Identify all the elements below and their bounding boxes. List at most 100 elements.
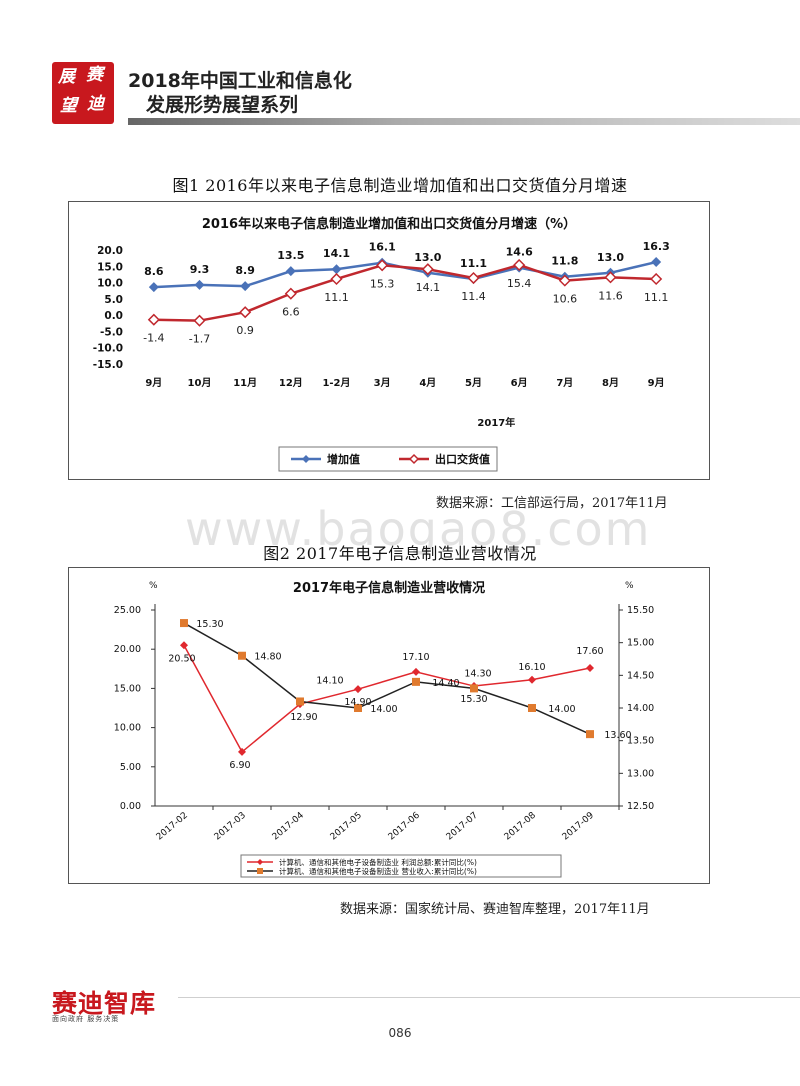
figure2-chart: 2017年电子信息制造业营收情况% % 25.00 20.00 15.00 10.00 5.… [114, 580, 654, 878]
chart2-x-tick: 2017-08 [503, 810, 538, 842]
chart2-point-revenue [354, 704, 362, 712]
chart1-point [330, 272, 343, 286]
chart1-x-tick: 7月 [556, 377, 573, 389]
chart2-point-profit [354, 685, 362, 694]
chart1-data-label: 11.6 [598, 289, 623, 302]
chart1-data-label: 11.8 [551, 255, 578, 268]
chart2-data-label-revenue: 14.10 [316, 675, 343, 686]
chart1-point [467, 271, 480, 285]
chart2-y-right-tick: 13.50 [627, 736, 654, 747]
chart2-data-label-revenue: 15.30 [196, 619, 223, 630]
chart1-point [240, 281, 251, 292]
chart2-x-tick: 2017-06 [387, 810, 422, 842]
chart1-point [558, 274, 571, 287]
chart1-x-tick: 8月 [602, 377, 619, 389]
chart1-series-line [153, 260, 657, 289]
chart1-legend-marker [408, 453, 420, 465]
chart1-data-label: 9.3 [190, 263, 210, 276]
chart1-y-tick: 10.0 [97, 278, 123, 290]
figure2-chart-frame: 2017年电子信息制造业营收情况%% 25.00 20.00 15.00 10.00 5.… [68, 567, 710, 884]
chart1-data-label: 14.6 [506, 246, 533, 259]
chart1-point [651, 257, 662, 268]
header-divider [128, 118, 800, 125]
chart1-legend-label: 增加值 [327, 452, 360, 466]
chart1-data-label: 14.1 [323, 247, 350, 260]
logo-char: 迪 [87, 94, 104, 114]
chart1-point [284, 287, 297, 300]
logo-char: 展 [58, 67, 75, 87]
chart2-x-tick: 2017-05 [329, 811, 364, 843]
chart1-data-label: 14.1 [416, 281, 441, 294]
chart2-legend-label: 计算机、通信和其他电子设备制造业 利润总额:累计同比(%) [279, 857, 477, 867]
chart2-point-revenue [470, 684, 478, 693]
chart2-data-label-profit: 12.90 [290, 712, 317, 723]
chart1-data-label: 11.1 [644, 291, 669, 304]
chart1-point [331, 264, 342, 275]
chart1-point [650, 272, 663, 286]
chart1-point [285, 266, 296, 277]
chart2-x-tick: 2017-09 [561, 810, 596, 842]
chart1-data-label: 13.0 [597, 251, 624, 264]
series-title: 2018年中国工业和信息化 发展形势展望系列 [128, 70, 352, 118]
chart1-data-label: 13.5 [277, 249, 304, 262]
chart1-y-tick: 5.0 [104, 294, 123, 306]
chart2-point-profit [238, 747, 246, 756]
chart1-data-label: 0.9 [236, 324, 254, 337]
chart1-x-tick: 6月 [511, 377, 528, 389]
chart1-data-label: 11.1 [324, 291, 349, 304]
chart2-y-left-tick: 25.00 [114, 605, 141, 616]
figure1-caption: 图1 2016年以来电子信息制造业增加值和出口交货值分月增速 [172, 176, 628, 195]
chart2-data-label-revenue: 14.00 [548, 704, 575, 715]
chart1-point [194, 279, 205, 290]
chart2-point-profit [586, 664, 594, 673]
chart2-data-label-profit: 14.90 [344, 697, 371, 708]
chart1-point [421, 263, 434, 276]
chart1-data-label: 15.4 [507, 277, 531, 290]
chart1-x-tick: 1-2月 [322, 377, 350, 389]
chart2-point-profit [180, 641, 188, 650]
chart2-series-line-revenue [183, 622, 591, 735]
chart2-point-revenue [586, 730, 594, 739]
chart1-title: 2016年以来电子信息制造业增加值和出口交货值分月增速（%） [202, 216, 576, 232]
chart1-point [193, 314, 206, 327]
chart2-y-left-tick: 15.00 [114, 683, 141, 694]
chart1-legend-box [278, 446, 498, 472]
logo-char: 望 [60, 96, 77, 116]
chart2-y-right-unit: % [625, 581, 634, 591]
chart1-series-line [153, 263, 657, 322]
figure2-caption: 图2 2017年电子信息制造业营收情况 [263, 544, 537, 563]
chart2-legend-label: 计算机、通信和其他电子设备制造业 营业收入:累计同比(%) [279, 866, 477, 876]
series-title-line1: 2018年中国工业和信息化 [128, 70, 352, 92]
chart2-point-revenue [180, 619, 188, 628]
figure1-chart-frame: 2016年以来电子信息制造业增加值和出口交货值分月增速（%） 20.0 15.0 10… [68, 201, 710, 480]
chart2-point-revenue [412, 677, 420, 686]
chart1-data-label: 11.1 [460, 257, 487, 270]
chart1-y-tick: -15.0 [93, 359, 123, 371]
chart1-x-tick: 5月 [465, 377, 482, 389]
chart2-point-profit [528, 675, 536, 684]
chart2-data-label-profit: 20.50 [168, 653, 195, 664]
logo-char: 赛 [86, 65, 103, 85]
chart2-y-right-tick: 15.00 [627, 638, 654, 649]
chart2-legend-box [240, 854, 562, 878]
chart2-y-left-unit: % [149, 581, 158, 591]
chart2-point-revenue [238, 651, 246, 660]
chart1-point [147, 313, 160, 326]
chart1-data-label: 8.6 [144, 265, 164, 278]
chart2-x-tick: 2017-03 [213, 811, 248, 843]
chart1-point [604, 271, 617, 284]
chart2-data-label-profit: 6.90 [229, 760, 250, 771]
chart2-y-right-tick: 15.50 [627, 605, 654, 616]
chart1-x-tick: 11月 [233, 377, 257, 389]
chart1-x-tick: 10月 [188, 377, 212, 389]
chart1-data-label: -1.7 [189, 333, 210, 346]
chart2-x-tick: 2017-04 [271, 810, 306, 842]
chart2-y-right-tick: 12.50 [627, 801, 654, 812]
chart1-year-label: 2017年 [477, 416, 515, 429]
chart1-y-tick: 15.0 [97, 261, 123, 273]
chart2-data-label-revenue: 13.60 [604, 730, 631, 741]
chart2-data-label-profit: 15.30 [460, 694, 487, 705]
chart1-y-tick: -10.0 [93, 343, 123, 355]
chart1-data-label: 16.1 [369, 241, 396, 254]
chart2-point-revenue [296, 697, 304, 706]
